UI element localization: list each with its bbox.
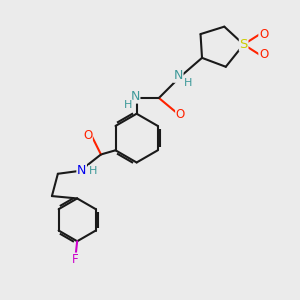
Text: N: N [173, 69, 183, 82]
Text: O: O [259, 48, 268, 62]
Text: O: O [176, 108, 185, 121]
Text: N: N [77, 164, 86, 177]
Text: O: O [83, 129, 92, 142]
Text: N: N [130, 90, 140, 103]
Text: O: O [259, 28, 268, 40]
Text: H: H [184, 77, 192, 88]
Text: H: H [88, 166, 97, 176]
Text: S: S [239, 38, 248, 51]
Text: F: F [72, 253, 78, 266]
Text: H: H [124, 100, 132, 110]
